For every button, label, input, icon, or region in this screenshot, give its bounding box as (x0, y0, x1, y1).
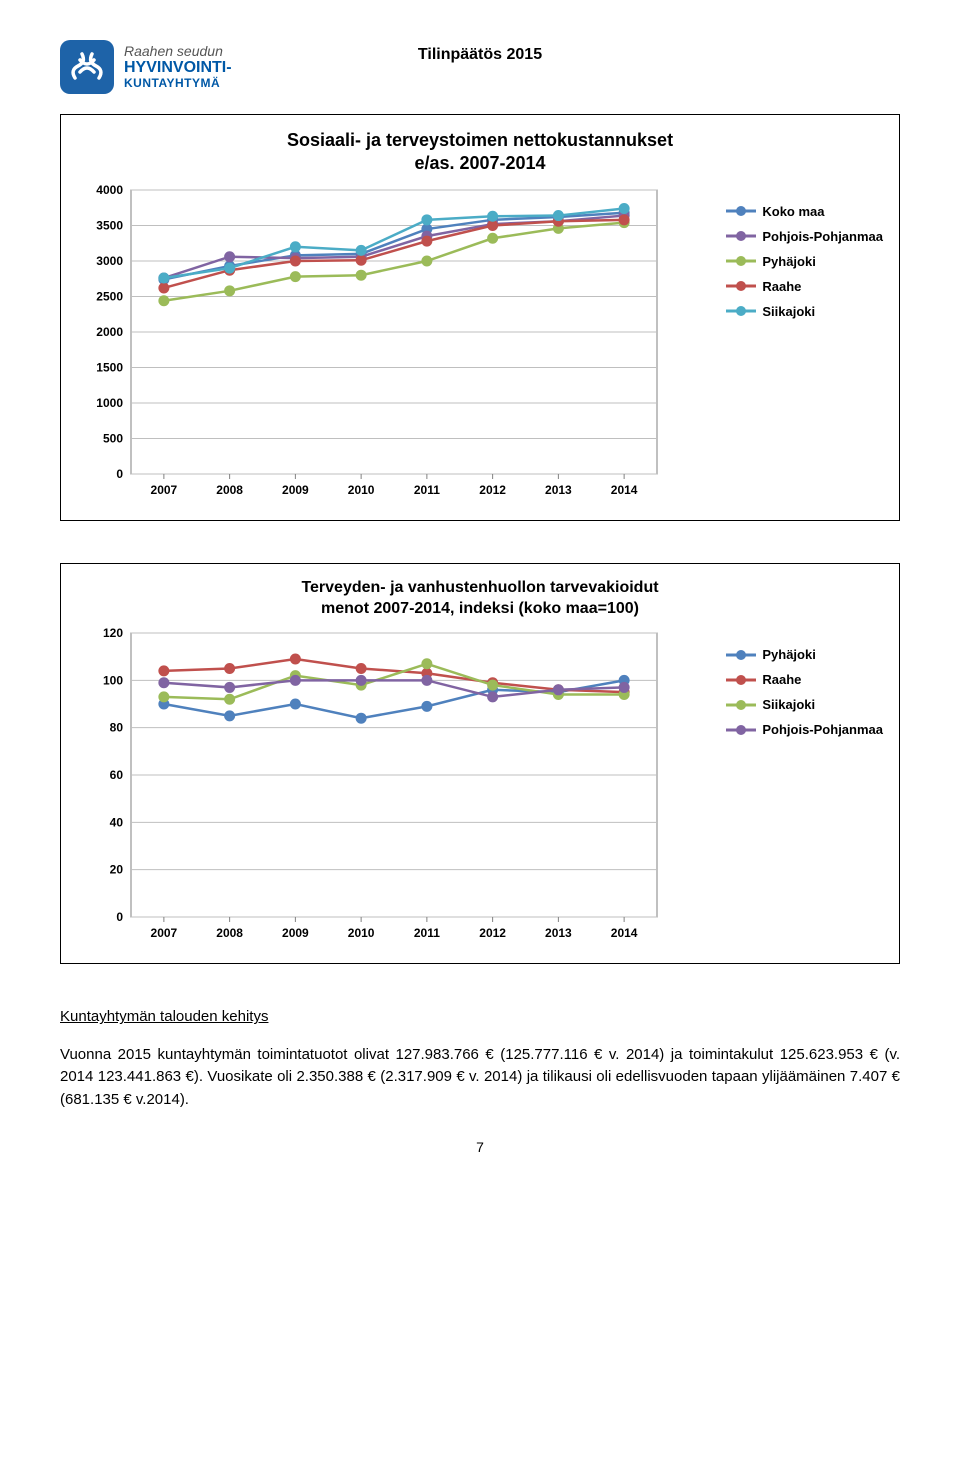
svg-text:2007: 2007 (151, 926, 178, 940)
svg-text:3500: 3500 (96, 218, 123, 232)
legend-swatch (726, 304, 756, 318)
chart-2-legend: Pyhäjoki Raahe Siikajoki Pohjois-Pohjanmaa (726, 627, 883, 947)
svg-text:500: 500 (103, 431, 123, 445)
legend-item: Koko maa (726, 204, 883, 219)
body-text: Kuntayhtymän talouden kehitys Vuonna 201… (60, 1006, 900, 1111)
legend-swatch (726, 254, 756, 268)
legend-item: Raahe (726, 279, 883, 294)
svg-text:2010: 2010 (348, 483, 375, 497)
legend-label: Pohjois-Pohjanmaa (762, 229, 883, 244)
svg-text:2013: 2013 (545, 926, 572, 940)
svg-text:1500: 1500 (96, 360, 123, 374)
svg-text:4000: 4000 (96, 184, 123, 197)
svg-text:2011: 2011 (414, 926, 440, 940)
svg-text:0: 0 (116, 467, 123, 481)
chart-1-legend: Koko maa Pohjois-Pohjanmaa Pyhäjoki Raahe Si… (726, 184, 883, 504)
page-header: Raahen seudun HYVINVOINTI- KUNTAYHTYMÄ T… (60, 40, 900, 94)
legend-label: Raahe (762, 279, 801, 294)
svg-text:2014: 2014 (611, 483, 638, 497)
legend-item: Pyhäjoki (726, 254, 883, 269)
legend-swatch (726, 698, 756, 712)
logo-text: Raahen seudun HYVINVOINTI- KUNTAYHTYMÄ (124, 40, 232, 90)
svg-text:2010: 2010 (348, 926, 375, 940)
legend-label: Pohjois-Pohjanmaa (762, 722, 883, 737)
chart-1-title-l2: e/as. 2007-2014 (414, 153, 545, 173)
chart-2-box: Terveyden- ja vanhustenhuollon tarvevaki… (60, 563, 900, 965)
legend-swatch (726, 673, 756, 687)
legend-item: Pyhäjoki (726, 647, 883, 662)
legend-item: Pohjois-Pohjanmaa (726, 229, 883, 244)
legend-swatch (726, 204, 756, 218)
knot-logo-icon (60, 40, 114, 94)
chart-2-title-l2: menot 2007-2014, indeksi (koko maa=100) (321, 600, 639, 617)
chart-2-title-l1: Terveyden- ja vanhustenhuollon tarvevaki… (301, 579, 658, 596)
chart-2-plot: 0 20 40 60 80 100 120 2007 2008 2009 2010 2011 2012 2… (77, 627, 710, 947)
svg-text:20: 20 (110, 863, 124, 877)
svg-text:3000: 3000 (96, 254, 123, 268)
svg-text:2009: 2009 (282, 926, 309, 940)
logo-line3: KUNTAYHTYMÄ (124, 77, 232, 90)
svg-text:80: 80 (110, 721, 124, 735)
svg-text:2500: 2500 (96, 289, 123, 303)
section-title: Kuntayhtymän talouden kehitys (60, 1006, 900, 1029)
svg-text:2007: 2007 (151, 483, 178, 497)
svg-text:0: 0 (116, 910, 123, 924)
legend-item: Siikajoki (726, 697, 883, 712)
logo-line1: Raahen seudun (124, 44, 232, 59)
svg-text:2013: 2013 (545, 483, 572, 497)
svg-text:2012: 2012 (479, 926, 506, 940)
legend-label: Raahe (762, 672, 801, 687)
svg-text:2008: 2008 (216, 926, 243, 940)
svg-text:2011: 2011 (414, 483, 440, 497)
legend-label: Pyhäjoki (762, 254, 815, 269)
chart-1-title-l1: Sosiaali- ja terveystoimen nettokustannu… (287, 130, 673, 150)
logo-block: Raahen seudun HYVINVOINTI- KUNTAYHTYMÄ (60, 40, 340, 94)
chart-1-plot: 0 500 1000 1500 2000 2500 3000 3500 4000 2007 2008… (77, 184, 710, 504)
svg-text:2000: 2000 (96, 325, 123, 339)
legend-label: Siikajoki (762, 697, 815, 712)
svg-text:2012: 2012 (479, 483, 506, 497)
svg-text:1000: 1000 (96, 396, 123, 410)
legend-item: Siikajoki (726, 304, 883, 319)
svg-text:100: 100 (103, 674, 123, 688)
svg-text:2008: 2008 (216, 483, 243, 497)
legend-swatch (726, 229, 756, 243)
legend-label: Koko maa (762, 204, 824, 219)
legend-item: Pohjois-Pohjanmaa (726, 722, 883, 737)
legend-label: Pyhäjoki (762, 647, 815, 662)
page-number: 7 (60, 1139, 900, 1155)
chart-1-title: Sosiaali- ja terveystoimen nettokustannu… (77, 129, 883, 176)
svg-text:2009: 2009 (282, 483, 309, 497)
legend-swatch (726, 723, 756, 737)
document-title: Tilinpäätös 2015 (340, 40, 620, 64)
paragraph-1: Vuonna 2015 kuntayhtymän toimintatuotot … (60, 1044, 900, 1112)
legend-swatch (726, 279, 756, 293)
legend-swatch (726, 648, 756, 662)
svg-text:2014: 2014 (611, 926, 638, 940)
legend-label: Siikajoki (762, 304, 815, 319)
svg-text:60: 60 (110, 768, 124, 782)
svg-text:40: 40 (110, 816, 124, 830)
svg-text:120: 120 (103, 627, 123, 640)
logo-line2: HYVINVOINTI- (124, 59, 232, 77)
chart-2-title: Terveyden- ja vanhustenhuollon tarvevaki… (77, 578, 883, 620)
chart-1-box: Sosiaali- ja terveystoimen nettokustannu… (60, 114, 900, 521)
legend-item: Raahe (726, 672, 883, 687)
